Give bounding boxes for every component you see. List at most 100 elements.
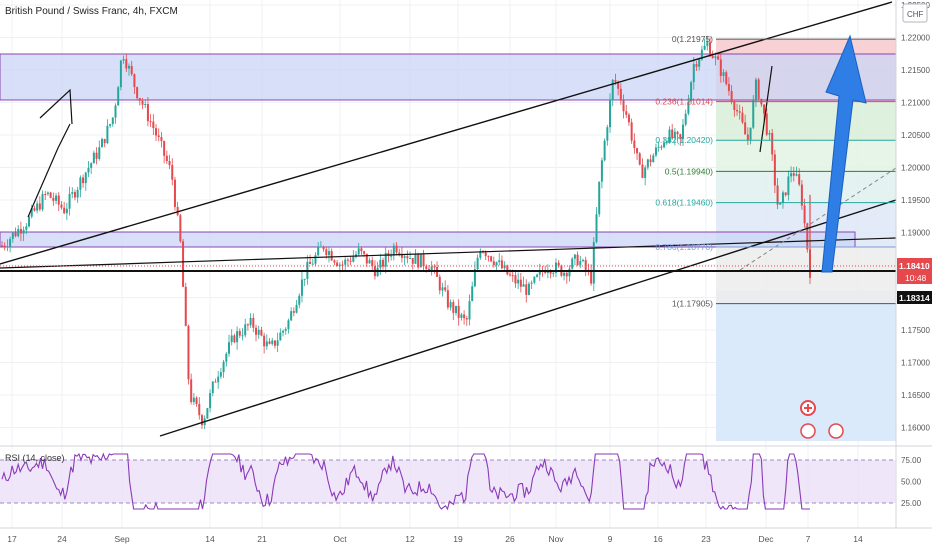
candle-body [136,87,139,99]
currency-badge[interactable]: CHF [902,3,928,23]
rsi-title: RSI (14, close) [5,453,65,463]
candle-body [730,90,733,102]
candle-body [617,81,620,89]
candle-body [598,181,601,215]
candle-body [538,270,541,275]
candle-body [525,284,528,295]
candle-body [33,208,36,211]
candle-body [265,341,268,347]
candle-body [344,259,347,265]
chart-title: British Pound / Swiss Franc, 4h, FXCM [5,6,178,17]
candle-body [41,193,44,210]
time-axis[interactable]: 17 24 Sep 14 21 Oct 12 19 26 Nov 9 16 23 Dec 7 14 [7,534,863,544]
channel-middle-line[interactable] [0,237,897,269]
candle-body [128,65,131,69]
candle-body [282,330,285,333]
candle-body [17,228,20,237]
time-axis-tick-label: 21 [257,534,267,544]
candle-body [149,121,152,123]
candle-body [544,271,547,273]
candle-body [268,341,271,344]
candle-body [152,121,155,129]
candle-body [73,192,76,198]
candle-body [446,290,449,308]
line-price-tag: 1.18314 [897,291,932,304]
candle-body [227,342,230,354]
candle-body [179,215,182,242]
support-zone[interactable] [0,231,856,248]
candle-body [433,266,436,268]
candle-body [630,122,633,141]
candle-body [579,260,582,265]
candle-body [125,59,128,69]
candle-body [271,340,274,344]
current-price-value: 1.18410 [899,261,930,271]
candle-body [479,251,482,258]
candle-body [609,99,612,128]
candle-body [392,245,395,256]
candle-body [65,208,68,214]
wedge-drawing[interactable] [27,123,71,218]
candle-body [190,379,193,403]
candle-body [257,329,260,335]
candle-body [403,256,406,258]
candle-body [806,223,809,250]
event-icons[interactable] [800,400,844,439]
candle-body [211,381,214,394]
time-axis-tick-label: 9 [608,534,613,544]
candle-body [400,254,403,258]
candle-body [744,122,747,135]
candle-body [625,111,628,115]
candle-body [14,232,17,237]
candle-body [441,287,444,291]
candle-body [184,286,187,326]
candle-body [292,311,295,313]
candle-body [230,335,233,343]
candle-body [749,127,752,140]
event-icon-cluster-2 [828,423,844,439]
candle-body [614,79,617,82]
candle-body [249,317,252,326]
candle-body [338,264,341,266]
channel-upper-line[interactable] [0,1,893,265]
candle-body [55,195,58,201]
candle-body [592,242,595,284]
candle-body [563,272,566,276]
fib-level-label: 0.236(1.21014) [655,97,713,107]
candle-body [571,258,574,269]
candle-body [200,415,203,426]
rsi-line [1,452,810,511]
price-axis-tick-label: 1.17000 [901,359,930,368]
candle-body [44,193,47,195]
projection-zigzag[interactable] [759,65,773,153]
candle-body [25,226,28,230]
candle-body [19,228,22,234]
resistance-zone[interactable] [0,53,897,101]
candle-body [754,79,757,100]
candle-body [554,262,557,273]
candle-body [603,140,606,161]
candle-body [736,110,739,112]
candle-body [384,252,387,267]
price-axis[interactable]: 1.225001.220001.215001.210001.205001.200… [901,1,930,433]
candle-body [746,134,749,140]
channel-lower-line[interactable] [159,199,897,437]
candle-body [606,127,609,141]
candle-body [717,56,720,60]
price-axis-tick-label: 1.20500 [901,131,930,140]
candle-body [427,268,430,271]
bullish-arrow[interactable] [821,34,867,273]
candle-body [309,261,312,264]
candle-body [295,304,298,313]
candle-body [738,111,741,113]
candle-body [444,287,447,291]
candle-body [255,327,258,335]
time-axis-tick-label: 7 [806,534,811,544]
candle-body [519,279,522,287]
candle-body [457,305,460,318]
dashed-trend-line[interactable] [739,167,897,271]
candle-body [225,353,228,362]
candle-body [768,133,771,135]
wedge-drawing-2[interactable] [39,88,73,125]
